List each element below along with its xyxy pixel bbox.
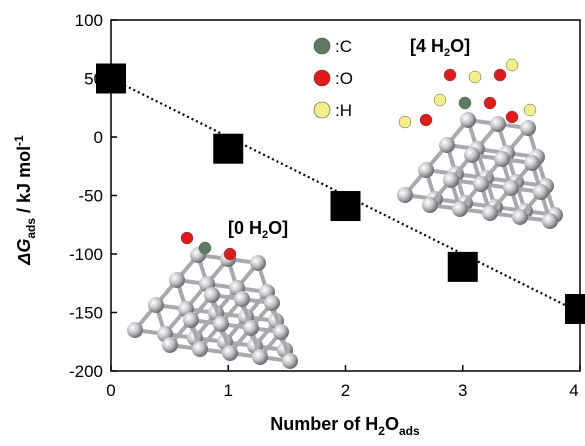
adsorbate-atom	[434, 94, 446, 106]
cluster-atom	[533, 184, 549, 200]
chart: Number of H2Oads ΔGads / kJ mol-1 [0 H2O…	[0, 0, 585, 441]
adsorbate-atom	[444, 69, 456, 81]
cluster-atom	[473, 176, 489, 192]
y-tick-label: -150	[69, 304, 103, 323]
annotation-part: [4 H	[410, 36, 444, 56]
marker	[331, 191, 361, 221]
cluster-atom	[282, 353, 298, 369]
cluster-atom	[482, 205, 498, 221]
cluster-atom	[452, 201, 468, 217]
x-axis-label: Number of H2Oads	[270, 414, 420, 438]
cluster-atom	[169, 272, 185, 288]
adsorbate-atom	[469, 71, 481, 83]
y-label-sup: -1	[12, 135, 26, 146]
adsorbate-atom	[494, 69, 506, 81]
legend-marker	[314, 70, 330, 86]
marker	[448, 252, 478, 282]
x-tick-label: 1	[224, 381, 233, 400]
adsorbate-atom	[506, 111, 518, 123]
x-tick-label: 3	[458, 381, 467, 400]
adsorbate-atom	[420, 114, 432, 126]
adsorbate-atom	[524, 104, 536, 116]
x-label-part: O	[385, 414, 399, 434]
cluster-atom	[148, 297, 164, 313]
y-tick-label: -200	[69, 362, 103, 381]
x-label-sub: ads	[399, 424, 420, 438]
cluster-atom	[234, 291, 250, 307]
cluster-atom	[213, 316, 229, 332]
adsorbate-atom	[459, 97, 471, 109]
cluster-atom	[494, 151, 510, 167]
adsorbate-atom	[224, 248, 236, 260]
x-tick-label: 0	[106, 381, 115, 400]
y-tick-label: 100	[75, 11, 103, 30]
cluster-atom	[460, 112, 476, 128]
marker	[565, 294, 585, 324]
x-label-part: Number of H	[270, 414, 378, 434]
legend-marker	[314, 102, 330, 118]
cluster-atom	[252, 349, 268, 365]
x-tick-label: 2	[341, 381, 350, 400]
y-tick-label: -50	[78, 187, 103, 206]
y-tick-label: -100	[69, 245, 103, 264]
cluster-atom	[512, 209, 528, 225]
cluster-atom	[250, 255, 266, 271]
cluster-atom	[243, 320, 259, 336]
cluster-atom	[222, 345, 238, 361]
legend-label: :O	[335, 69, 353, 88]
cluster-atom	[443, 172, 459, 188]
adsorbate-atom	[484, 97, 496, 109]
adsorbate-atom	[199, 242, 211, 254]
y-tick-label: 0	[94, 128, 103, 147]
cluster-atom	[524, 155, 540, 171]
y-label-sub: ads	[24, 218, 38, 239]
marker	[213, 134, 243, 164]
cluster-atom	[397, 187, 413, 203]
cluster-atom	[490, 116, 506, 132]
cluster-atom	[520, 120, 536, 136]
cluster-atom	[183, 312, 199, 328]
adsorbate-atom	[399, 116, 411, 128]
annotation-part: [0 H	[228, 218, 262, 238]
annotation: [0 H2O]	[228, 218, 288, 241]
adsorbate-atom	[506, 59, 518, 71]
annotation-part: O]	[268, 218, 288, 238]
y-label-part: / kJ mol	[14, 146, 34, 218]
legend-label: :C	[335, 37, 352, 56]
x-tick-label: 4	[569, 381, 578, 400]
cluster-atom	[273, 324, 289, 340]
cluster-atom	[418, 162, 434, 178]
annotation: [4 H2O]	[410, 36, 470, 59]
legend-marker	[314, 38, 330, 54]
cluster-atom	[264, 295, 280, 311]
annotation-part: O]	[450, 36, 470, 56]
cluster-atom	[542, 213, 558, 229]
cluster-atom	[204, 287, 220, 303]
adsorbate-atom	[181, 232, 193, 244]
cluster-atom	[192, 341, 208, 357]
cluster-atom	[464, 147, 480, 163]
cluster-atom	[439, 137, 455, 153]
cluster-atom	[162, 337, 178, 353]
marker	[96, 64, 126, 94]
cluster-atom	[503, 180, 519, 196]
cluster-atom	[422, 197, 438, 213]
y-axis-label: ΔGads / kJ mol-1	[12, 135, 38, 266]
y-label-part: ΔG	[14, 239, 34, 266]
cluster-atom	[127, 322, 143, 338]
legend-label: :H	[335, 101, 352, 120]
